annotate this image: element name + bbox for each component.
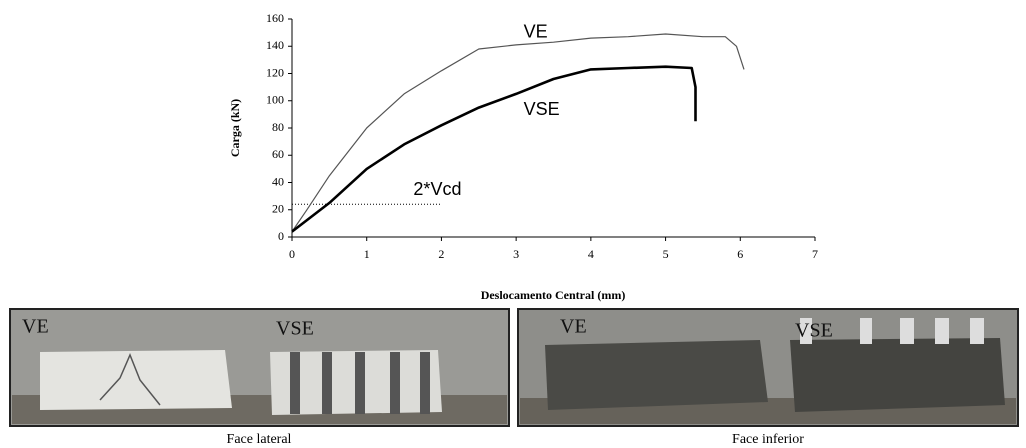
series-label: VE bbox=[524, 21, 548, 41]
y-tick-label: 80 bbox=[272, 120, 284, 134]
strip bbox=[900, 318, 914, 344]
strip bbox=[355, 352, 365, 414]
y-tick-label: 120 bbox=[266, 65, 284, 79]
strip bbox=[390, 352, 400, 414]
photo-inferior: VE VSE Face inferior bbox=[518, 309, 1018, 447]
y-tick-label: 20 bbox=[272, 202, 284, 216]
series-line bbox=[292, 67, 696, 232]
y-axis-title: Carga (kN) bbox=[228, 99, 242, 157]
y-tick-label: 0 bbox=[278, 229, 284, 243]
beam-vse bbox=[790, 338, 1005, 412]
x-axis-title: Deslocamento Central (mm) bbox=[481, 288, 626, 302]
y-tick-label: 40 bbox=[272, 174, 284, 188]
y-tick-label: 160 bbox=[266, 11, 284, 25]
figure: Deslocamento Central (mm) Carga (kN) VE … bbox=[0, 0, 1026, 448]
series-label: VSE bbox=[524, 99, 560, 119]
strip bbox=[420, 352, 430, 414]
caption: Face inferior bbox=[732, 432, 804, 447]
x-tick-label: 5 bbox=[663, 247, 669, 261]
strip bbox=[935, 318, 949, 344]
beam-ve bbox=[545, 340, 768, 410]
strip bbox=[970, 318, 984, 344]
x-tick-label: 3 bbox=[513, 247, 519, 261]
y-tick-label: 100 bbox=[266, 93, 284, 107]
strip bbox=[860, 318, 872, 344]
x-tick-label: 0 bbox=[289, 247, 295, 261]
x-tick-label: 7 bbox=[812, 247, 818, 261]
x-tick-label: 6 bbox=[737, 247, 743, 261]
x-tick-label: 1 bbox=[364, 247, 370, 261]
photo-label: VSE bbox=[276, 318, 314, 340]
photo-lateral: VE VSE Face lateral bbox=[10, 309, 509, 447]
caption: Face lateral bbox=[227, 432, 292, 447]
x-tick-label: 2 bbox=[438, 247, 444, 261]
reference-label: 2*Vcd bbox=[413, 179, 461, 199]
series-line bbox=[292, 34, 744, 232]
photo-label: VSE bbox=[795, 320, 833, 342]
beam-ve bbox=[40, 350, 232, 410]
photo-label: VE bbox=[560, 316, 587, 338]
x-tick-label: 4 bbox=[588, 247, 594, 261]
strip bbox=[322, 352, 332, 414]
y-tick-label: 60 bbox=[272, 147, 284, 161]
strip bbox=[290, 352, 300, 414]
y-tick-label: 140 bbox=[266, 38, 284, 52]
photo-label: VE bbox=[22, 316, 49, 338]
